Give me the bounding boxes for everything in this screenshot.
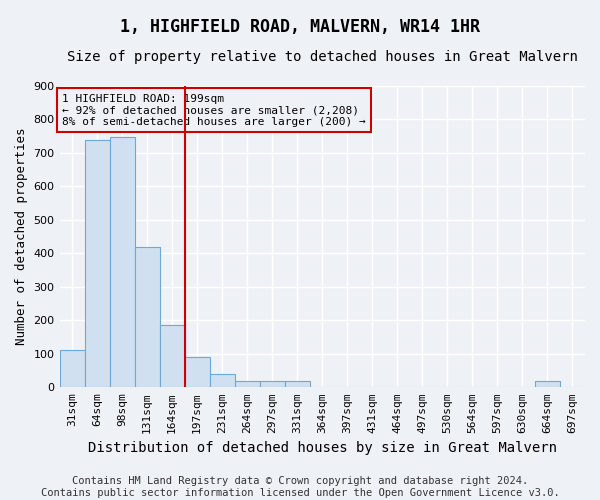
Bar xyxy=(235,380,260,388)
Bar xyxy=(535,380,560,388)
Text: 1 HIGHFIELD ROAD: 199sqm
← 92% of detached houses are smaller (2,208)
8% of semi: 1 HIGHFIELD ROAD: 199sqm ← 92% of detach… xyxy=(62,94,366,126)
Bar xyxy=(160,326,185,388)
Text: Contains HM Land Registry data © Crown copyright and database right 2024.
Contai: Contains HM Land Registry data © Crown c… xyxy=(41,476,559,498)
Bar xyxy=(209,374,235,388)
Bar xyxy=(185,357,209,388)
Bar xyxy=(260,380,285,388)
Text: 1, HIGHFIELD ROAD, MALVERN, WR14 1HR: 1, HIGHFIELD ROAD, MALVERN, WR14 1HR xyxy=(120,18,480,36)
Title: Size of property relative to detached houses in Great Malvern: Size of property relative to detached ho… xyxy=(67,50,578,64)
Y-axis label: Number of detached properties: Number of detached properties xyxy=(15,128,28,346)
Bar xyxy=(59,350,85,388)
Bar xyxy=(85,140,110,388)
Bar xyxy=(134,246,160,388)
Bar xyxy=(110,137,134,388)
Bar xyxy=(285,380,310,388)
X-axis label: Distribution of detached houses by size in Great Malvern: Distribution of detached houses by size … xyxy=(88,441,557,455)
